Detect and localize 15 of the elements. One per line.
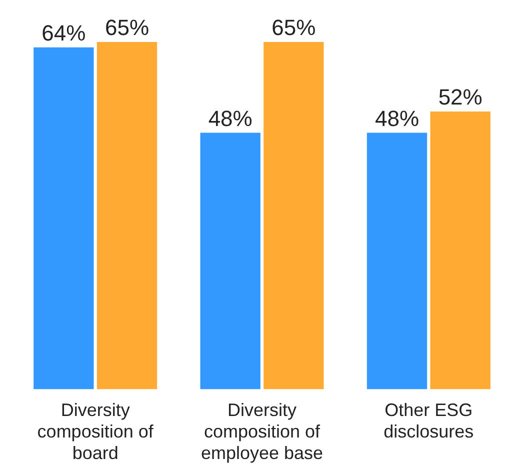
bar [430,111,490,390]
data-label: 65% [104,15,150,40]
bar [200,132,260,390]
data-label: 64% [42,20,86,46]
bar [264,42,324,390]
data-label: 52% [438,84,482,110]
data-label: 48% [374,106,420,131]
bar [34,47,94,390]
data-label: 48% [208,106,252,131]
x-tick-label: Diversity composition of board [37,400,154,464]
x-tick-label: Diversity composition of employee base [200,400,324,464]
x-tick-label: Other ESG disclosures [384,400,474,442]
bar [96,42,158,390]
bar [366,132,428,390]
data-label: 65% [272,15,316,40]
